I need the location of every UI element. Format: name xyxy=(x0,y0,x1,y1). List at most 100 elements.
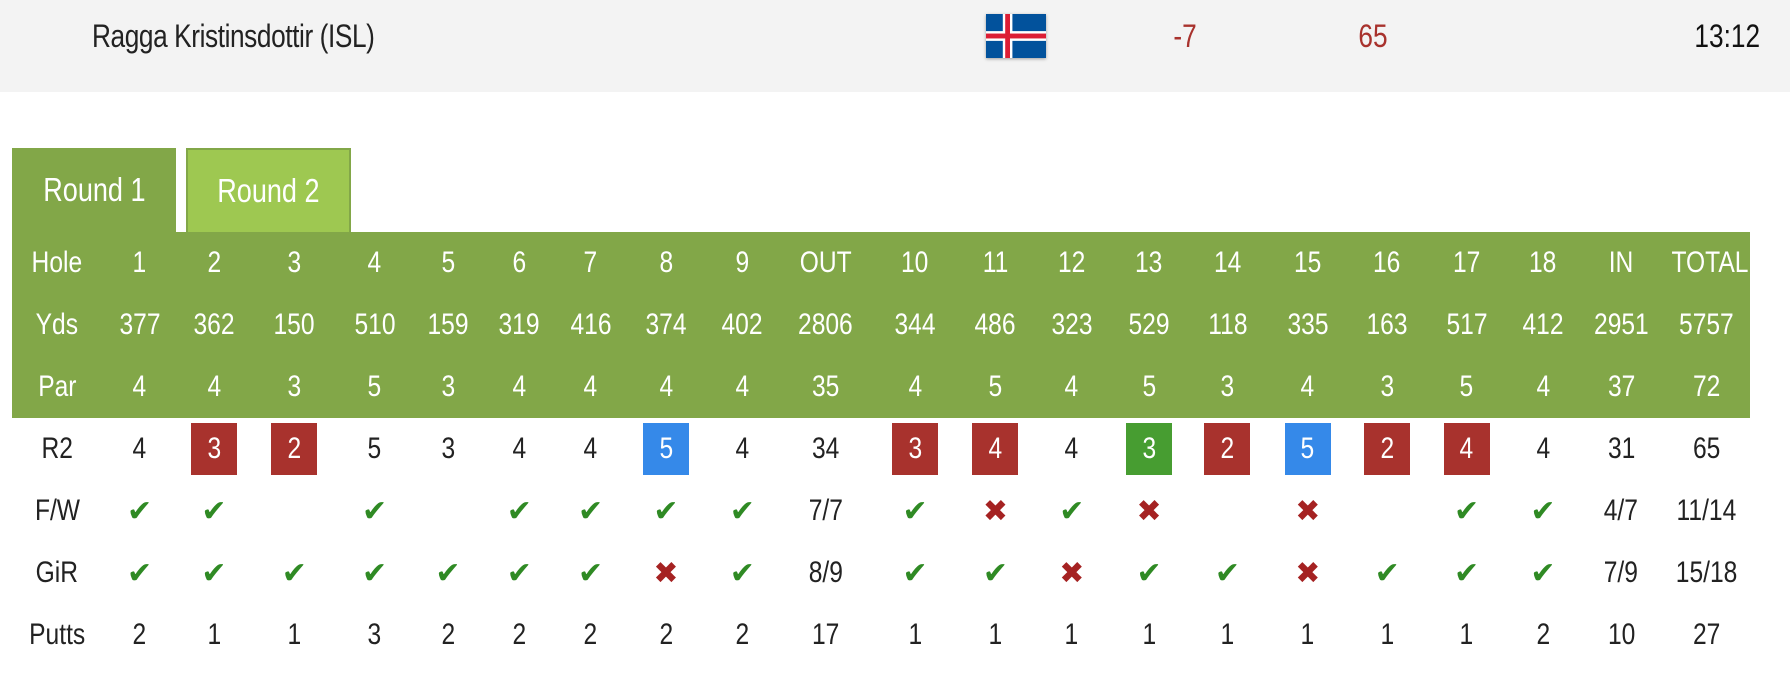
yds-value: 335 xyxy=(1287,308,1329,341)
check-icon: ✔ xyxy=(127,494,153,528)
columns-value: Hole xyxy=(31,246,83,279)
r2-cell: 4 xyxy=(554,418,626,480)
par-value: 4 xyxy=(1536,370,1550,403)
r2-cell: 2 xyxy=(1187,418,1267,480)
putts-cell: 17 xyxy=(779,604,871,666)
gir-value: GiR xyxy=(36,556,79,589)
fw-cell: 11/14 xyxy=(1663,480,1750,542)
check-icon: ✔ xyxy=(729,556,755,590)
columns-cell: 13 xyxy=(1110,232,1188,294)
columns-value: 3 xyxy=(287,246,302,279)
gir-cell: ✔ xyxy=(337,542,411,604)
gir-cell: ✔ xyxy=(1507,542,1579,604)
gir-cell: ✔ xyxy=(412,542,484,604)
fw-value: 4/7 xyxy=(1604,494,1639,527)
par-cell: 4 xyxy=(484,356,555,418)
check-icon: ✔ xyxy=(281,556,307,590)
fw-cell: ✔ xyxy=(1507,480,1579,542)
tab-round-2-label: Round 2 xyxy=(217,172,320,209)
par-cell: 4 xyxy=(102,356,177,418)
par-cell: 3 xyxy=(411,356,485,418)
putts-cell: 2 xyxy=(1507,604,1579,666)
putts-value: 2 xyxy=(583,618,598,651)
check-icon: ✔ xyxy=(578,556,604,590)
yds-cell: 5757 xyxy=(1663,294,1750,356)
putts-cell: 1 xyxy=(1348,604,1426,666)
fw-cell: ✖ xyxy=(1268,480,1348,542)
bogey-score-box: 5 xyxy=(642,423,689,475)
gir-cell: ✔ xyxy=(1348,542,1426,604)
columns-value: 18 xyxy=(1529,246,1557,279)
check-icon: ✔ xyxy=(1453,556,1480,590)
tee-time: 13:12 xyxy=(1694,18,1760,54)
fw-cell xyxy=(412,480,484,542)
par-cell: 3 xyxy=(1187,356,1268,418)
columns-value: 13 xyxy=(1135,246,1163,279)
fw-value: 11/14 xyxy=(1676,494,1737,527)
columns-cell: 4 xyxy=(337,232,412,294)
par-value: Par xyxy=(38,370,77,403)
putts-cell: 10 xyxy=(1579,604,1663,666)
par-value: 4 xyxy=(512,370,527,403)
par-value: 4 xyxy=(908,370,922,403)
columns-cell: 9 xyxy=(705,232,780,294)
putts-value: 1 xyxy=(1380,618,1395,651)
yds-value: 323 xyxy=(1051,308,1093,341)
r2-value: 4 xyxy=(583,432,598,465)
columns-value: 14 xyxy=(1213,246,1242,279)
r2-value: 4 xyxy=(512,432,527,465)
yds-value: 517 xyxy=(1446,308,1488,341)
par-value: 5 xyxy=(367,370,382,403)
check-icon: ✔ xyxy=(362,494,388,528)
par-cell: 4 xyxy=(554,356,627,418)
putts-value: 2 xyxy=(1536,618,1550,651)
score-value: 4 xyxy=(1459,432,1474,465)
yds-cell: 150 xyxy=(251,294,338,356)
score-value: 2 xyxy=(287,432,302,465)
yds-value: 377 xyxy=(119,308,161,341)
par-value: 5 xyxy=(988,370,1003,403)
columns-value: 8 xyxy=(659,246,673,279)
r2-value: 31 xyxy=(1607,432,1635,465)
cross-icon: ✖ xyxy=(1136,494,1162,528)
gir-cell: 15/18 xyxy=(1663,542,1750,604)
par-value: 3 xyxy=(287,370,302,403)
r2-cell: 2 xyxy=(1348,418,1426,480)
score-value: 2 xyxy=(1380,432,1395,465)
r2-value: 3 xyxy=(441,432,455,465)
birdie-score-box: 2 xyxy=(271,423,318,475)
columns-cell: IN xyxy=(1579,232,1664,294)
yds-cell: 2806 xyxy=(779,294,872,356)
r2-value: 34 xyxy=(811,432,840,465)
fw-cell: ✔ xyxy=(177,480,251,542)
par-cell: 4 xyxy=(1506,356,1580,418)
columns-cell: 12 xyxy=(1032,232,1111,294)
gir-value: 15/18 xyxy=(1675,556,1738,589)
columns-value: TOTAL xyxy=(1671,246,1749,279)
tab-round-1[interactable]: Round 1 xyxy=(12,148,176,232)
columns-cell: 11 xyxy=(958,232,1033,294)
check-icon: ✔ xyxy=(1530,494,1556,528)
putts-cell: 1 xyxy=(1111,604,1187,666)
yds-value: 2806 xyxy=(798,308,854,341)
yds-value: 2951 xyxy=(1593,308,1649,341)
par-cell: 3 xyxy=(251,356,338,418)
fw-cell xyxy=(1187,480,1267,542)
fw-cell: ✔ xyxy=(484,480,554,542)
r2-cell: 5 xyxy=(627,418,705,480)
par-cell: 3 xyxy=(1348,356,1427,418)
yds-value: 118 xyxy=(1207,308,1248,341)
r2-value: 65 xyxy=(1693,432,1721,465)
columns-value: 10 xyxy=(901,246,929,279)
yds-value: 319 xyxy=(498,308,540,341)
gir-cell: GiR xyxy=(12,542,102,604)
player-name: Ragga Kristinsdottir (ISL) xyxy=(92,18,375,54)
yds-cell: 163 xyxy=(1348,294,1427,356)
putts-cell: 2 xyxy=(484,604,554,666)
tab-round-2[interactable]: Round 2 xyxy=(186,148,351,232)
yds-value: 486 xyxy=(974,308,1016,341)
gir-cell: ✔ xyxy=(177,542,251,604)
columns-cell: 2 xyxy=(176,232,252,294)
yds-cell: 344 xyxy=(871,294,959,356)
round-score: 65 xyxy=(1358,18,1388,54)
